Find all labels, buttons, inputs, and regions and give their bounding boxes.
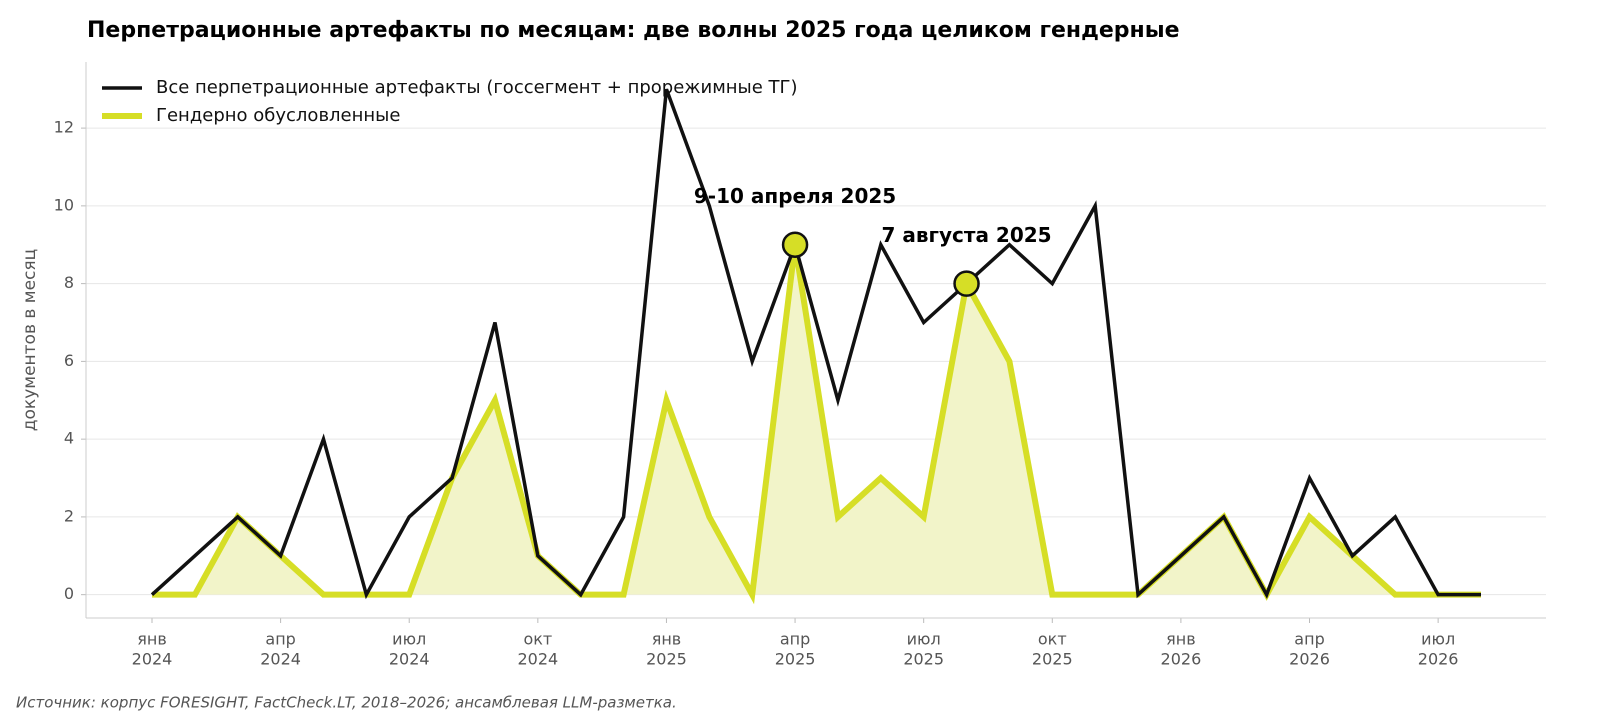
series-line bbox=[150, 88, 1481, 600]
x-tick-label: 2024 bbox=[260, 650, 301, 669]
x-tick-label: июл bbox=[392, 630, 426, 649]
x-tick-label: 2026 bbox=[1161, 650, 1202, 669]
area bbox=[152, 244, 1481, 595]
y-tick-label: 12 bbox=[54, 118, 74, 137]
y-axis-label: документов в месяц bbox=[20, 249, 40, 431]
annotation-marker bbox=[953, 270, 980, 297]
x-tick-label: 2024 bbox=[517, 650, 558, 669]
x-tick-label: окт bbox=[523, 630, 552, 649]
x-tick-label: 2026 bbox=[1289, 650, 1330, 669]
chart-title: Перпетрационные артефакты по месяцам: дв… bbox=[87, 18, 1180, 43]
x-tick-label: апр bbox=[780, 630, 810, 649]
x-tick-label: июл bbox=[1421, 630, 1455, 649]
x-tick-label: 2025 bbox=[903, 650, 944, 669]
x-tick-label: 2026 bbox=[1418, 650, 1459, 669]
x-tick-label: 2024 bbox=[389, 650, 430, 669]
annotation-marker bbox=[781, 231, 809, 258]
x-tick-label: янв bbox=[1166, 630, 1196, 649]
legend-label: Все перпетрационные артефакты (госсегмен… bbox=[156, 77, 798, 98]
legend-label: Гендерно обусловленные bbox=[156, 105, 400, 126]
y-tick-label: 8 bbox=[64, 273, 74, 292]
y-tick-label: 4 bbox=[64, 429, 74, 448]
y-tick-label: 2 bbox=[64, 506, 74, 525]
x-tick-label: янв bbox=[652, 630, 682, 649]
x-tick-label: окт bbox=[1038, 630, 1067, 649]
x-tick-label: апр bbox=[265, 630, 295, 649]
annotation-text: 7 августа 2025 bbox=[882, 223, 1052, 247]
x-tick-label: 2025 bbox=[775, 650, 816, 669]
x-tick-label: апр bbox=[1294, 630, 1324, 649]
x-tick-label: 2024 bbox=[132, 650, 173, 669]
x-tick-label: июл bbox=[907, 630, 941, 649]
x-tick-label: 2025 bbox=[1032, 650, 1073, 669]
y-tick-label: 10 bbox=[54, 195, 74, 214]
x-tick-label: янв bbox=[137, 630, 167, 649]
y-tick-label: 6 bbox=[64, 351, 74, 370]
annotation-text: 9-10 апреля 2025 bbox=[694, 184, 896, 208]
y-tick-label: 0 bbox=[64, 584, 74, 603]
source-note: Источник: корпус FORESIGHT, FactCheck.LT… bbox=[16, 694, 677, 712]
x-tick-label: 2025 bbox=[646, 650, 687, 669]
